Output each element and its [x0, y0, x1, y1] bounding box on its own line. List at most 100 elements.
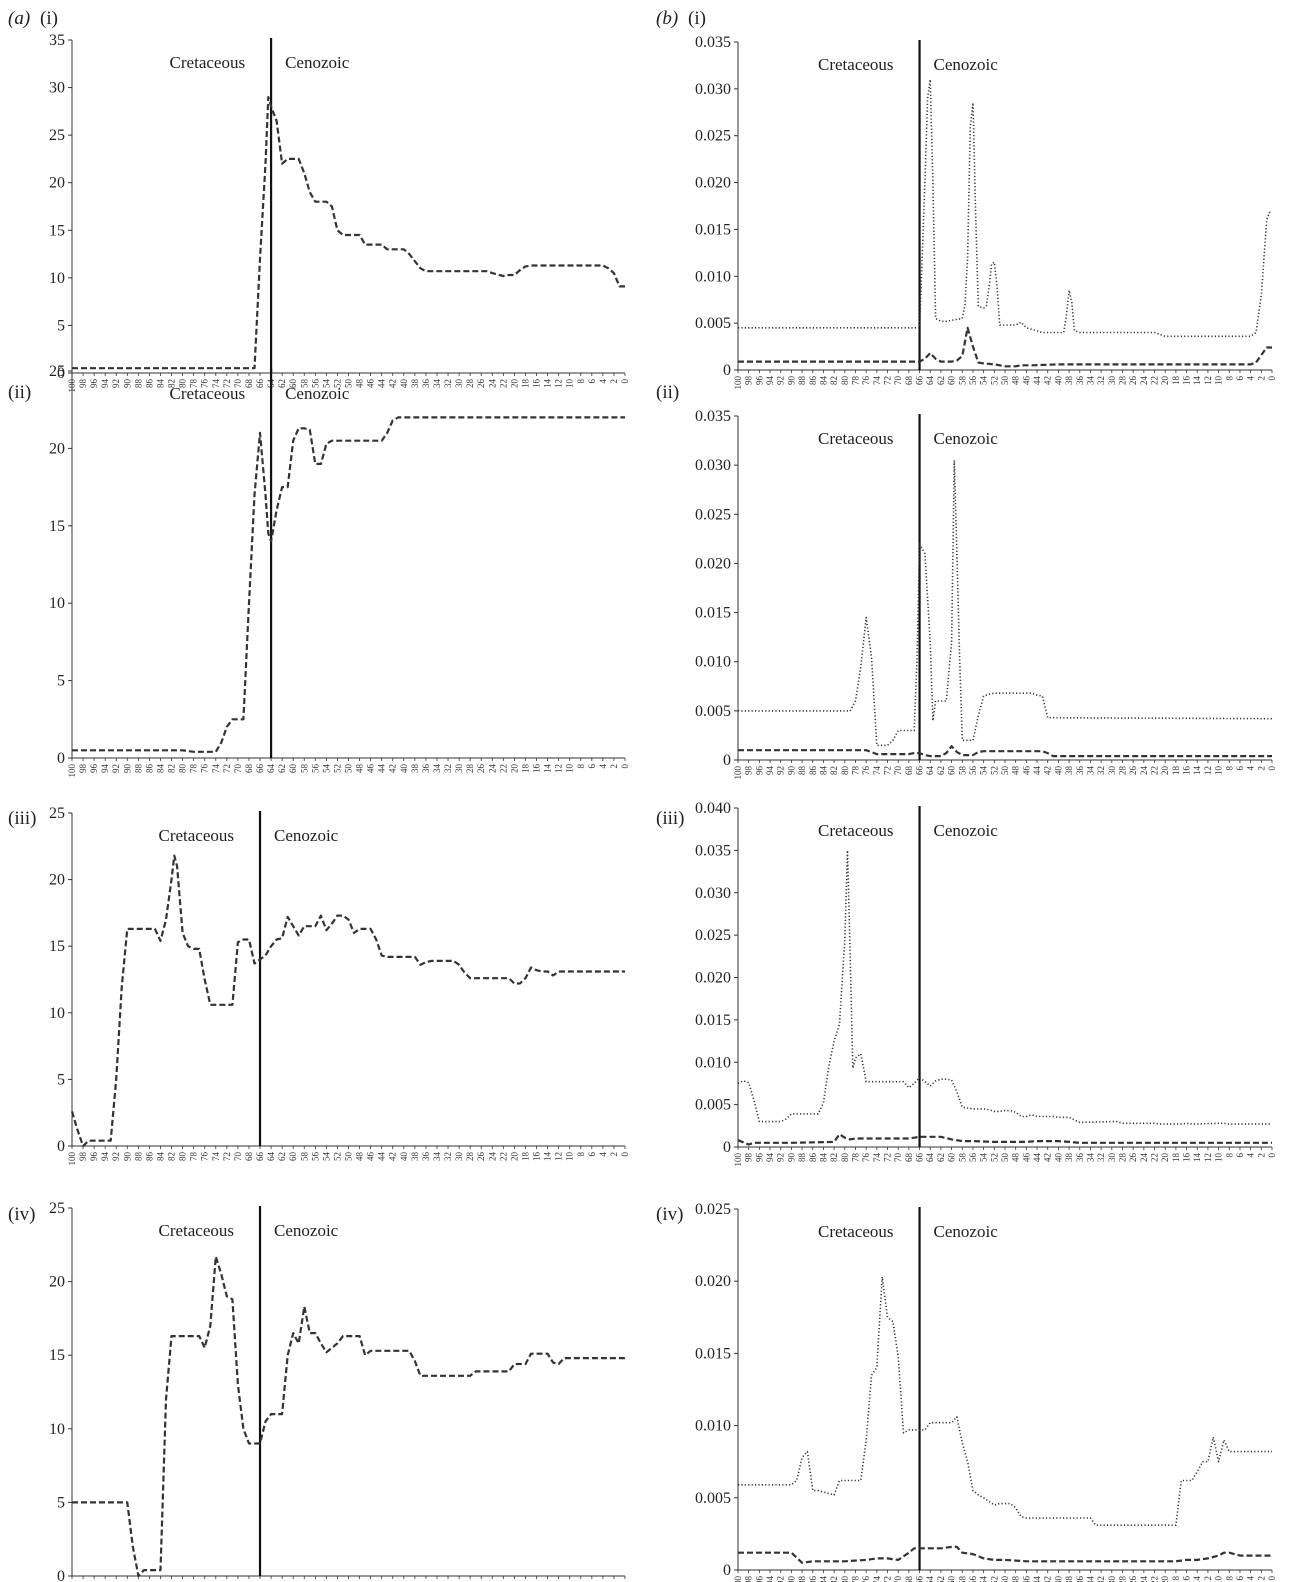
- y-tick-label: 0.015: [695, 1012, 731, 1029]
- x-tick-label: 76: [200, 1152, 210, 1162]
- x-tick-label: 74: [211, 1152, 221, 1162]
- x-tick-label: 16: [1182, 1576, 1192, 1582]
- x-tick-label: 94: [100, 379, 110, 389]
- x-tick-label: 50: [344, 1152, 354, 1162]
- y-tick-label: 15: [49, 222, 65, 239]
- x-tick-label: 6: [1235, 1153, 1245, 1158]
- x-tick-label: 10: [565, 764, 575, 774]
- x-tick-label: 16: [532, 379, 542, 389]
- x-tick-label: 36: [1075, 1576, 1085, 1582]
- series-line-dashed: [70, 854, 625, 1148]
- x-tick-label: 52: [332, 1152, 342, 1161]
- x-tick-label: 48: [1011, 1576, 1021, 1582]
- x-tick-label: 4: [598, 379, 608, 384]
- x-tick-label: 20: [1160, 1153, 1170, 1163]
- y-tick-label: 0: [57, 750, 65, 767]
- panel-label-b: (b): [656, 8, 678, 29]
- x-tick-label: 98: [744, 766, 754, 776]
- y-tick-label: 5: [57, 673, 65, 690]
- y-tick-label: 0.005: [695, 1490, 731, 1507]
- x-tick-label: 50: [1000, 766, 1010, 776]
- x-tick-label: 38: [1064, 376, 1074, 386]
- x-tick-label: 76: [200, 764, 210, 774]
- x-tick-label: 18: [1171, 1576, 1181, 1582]
- x-tick-label: 20: [509, 379, 519, 389]
- x-tick-label: 48: [355, 379, 365, 389]
- x-tick-label: 96: [754, 1153, 764, 1163]
- x-tick-label: 58: [957, 766, 967, 776]
- x-tick-label: 42: [1043, 1153, 1053, 1162]
- x-tick-label: 68: [244, 379, 254, 389]
- x-tick-label: 96: [89, 379, 99, 389]
- x-tick-label: 12: [1203, 376, 1213, 385]
- x-tick-label: 30: [1107, 766, 1117, 776]
- x-tick-label: 50: [344, 379, 354, 389]
- x-tick-label: 58: [957, 376, 967, 386]
- x-tick-label: 84: [818, 766, 828, 776]
- x-tick-label: 60: [288, 1152, 298, 1162]
- y-tick-label: 0.040: [695, 800, 731, 817]
- x-tick-label: 24: [487, 379, 497, 389]
- x-tick-label: 10: [1214, 1153, 1224, 1163]
- y-tick-label: 20: [49, 872, 65, 889]
- era-label-cenozoic: Cenozoic: [934, 821, 999, 840]
- x-tick-label: 92: [111, 764, 121, 773]
- x-tick-label: 2: [1256, 766, 1266, 771]
- x-tick-label: 22: [498, 1152, 508, 1161]
- x-tick-label: 78: [850, 1576, 860, 1582]
- x-tick-label: 0: [1267, 766, 1277, 771]
- x-tick-label: 66: [915, 766, 925, 776]
- x-tick-label: 8: [576, 1152, 586, 1157]
- x-tick-label: 94: [765, 1576, 775, 1582]
- x-tick-label: 58: [957, 1153, 967, 1163]
- x-tick-label: 88: [133, 1152, 143, 1162]
- x-tick-label: 40: [399, 764, 409, 774]
- x-tick-label: 80: [178, 764, 188, 774]
- y-tick-label: 0.005: [695, 703, 731, 720]
- x-tick-label: 92: [111, 379, 121, 388]
- era-label-cretaceous: Cretaceous: [170, 53, 246, 72]
- x-tick-label: 28: [465, 764, 475, 774]
- x-tick-label: 98: [78, 764, 88, 774]
- y-tick-label: 0.035: [695, 842, 731, 859]
- x-tick-label: 2: [609, 379, 619, 384]
- x-tick-label: 72: [222, 379, 232, 388]
- x-tick-label: 30: [454, 379, 464, 389]
- x-tick-label: 8: [1224, 376, 1234, 381]
- x-tick-label: 62: [936, 1576, 946, 1582]
- x-tick-label: 70: [233, 379, 243, 389]
- y-tick-label: 0.025: [695, 927, 731, 944]
- x-tick-label: 42: [1043, 376, 1053, 385]
- x-tick-label: 100: [67, 764, 77, 778]
- y-tick-label: 5: [57, 317, 65, 334]
- x-tick-label: 6: [1235, 766, 1245, 771]
- x-tick-label: 72: [883, 376, 893, 385]
- x-tick-label: 64: [925, 376, 935, 386]
- x-tick-label: 52: [332, 764, 342, 773]
- x-tick-label: 70: [233, 764, 243, 774]
- x-tick-label: 0: [1267, 1576, 1277, 1581]
- row-label-b-iv: (iv): [656, 1204, 683, 1225]
- x-tick-label: 54: [979, 1153, 989, 1163]
- x-tick-label: 14: [543, 379, 553, 389]
- x-tick-label: 40: [1053, 766, 1063, 776]
- x-tick-label: 40: [1053, 1576, 1063, 1582]
- chart-b-iii: 0 0.005 0.010 0.015 0.020 0.025 0.030 0.035 0.04…: [695, 800, 1277, 1167]
- x-tick-label: 46: [366, 1152, 376, 1162]
- y-tick-label: 0: [723, 1139, 731, 1156]
- x-tick-label: 18: [520, 1152, 530, 1162]
- x-tick-label: 62: [936, 766, 946, 775]
- era-label-cenozoic: Cenozoic: [934, 429, 999, 448]
- x-tick-label: 44: [1032, 1576, 1042, 1582]
- panel-label-a-i: (i): [40, 8, 58, 29]
- era-label-cenozoic: Cenozoic: [934, 1222, 999, 1241]
- x-tick-label: 14: [543, 1152, 553, 1162]
- x-tick-label: 70: [893, 766, 903, 776]
- x-tick-label: 30: [1107, 1153, 1117, 1163]
- x-tick-label: 38: [1064, 1153, 1074, 1163]
- x-tick-label: 64: [925, 1576, 935, 1582]
- x-tick-label: 42: [388, 764, 398, 773]
- x-tick-label: 12: [1203, 1576, 1213, 1582]
- x-tick-label: 10: [1214, 766, 1224, 776]
- x-tick-label: 32: [443, 379, 453, 388]
